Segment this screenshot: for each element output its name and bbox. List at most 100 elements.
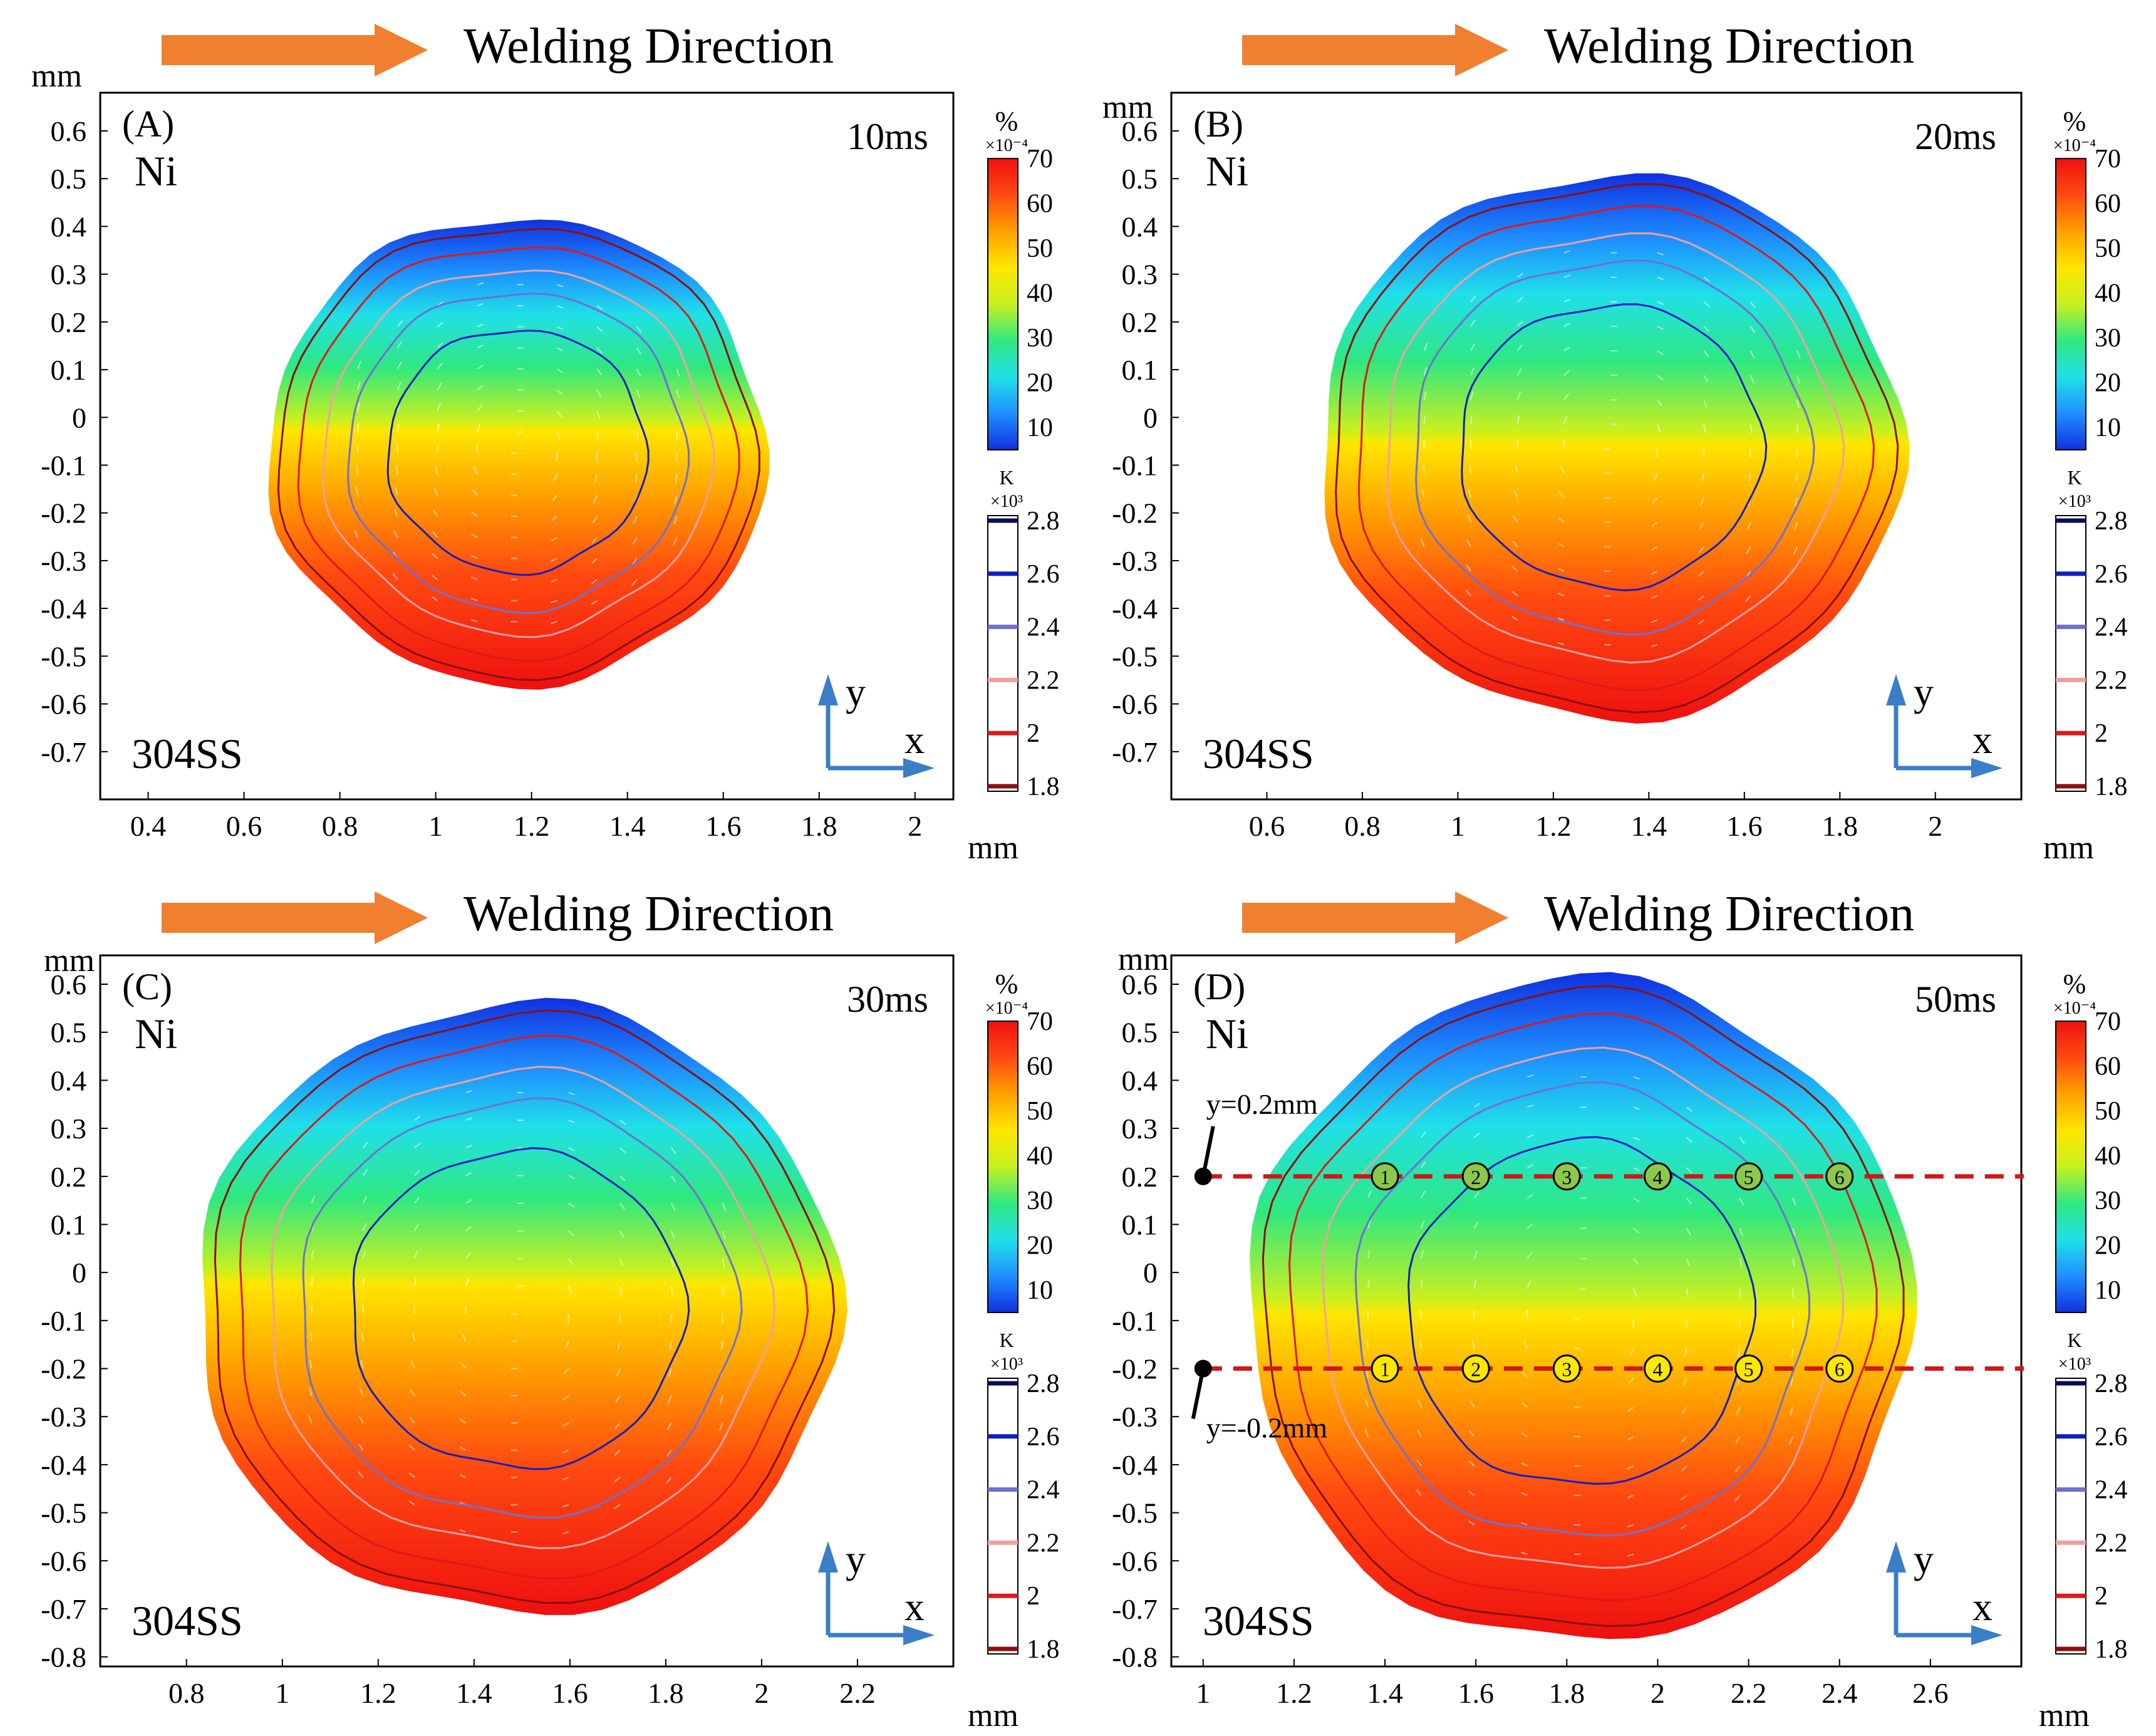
colorbar-multiplier: ×10³ bbox=[990, 1354, 1023, 1374]
x-tick-label: 1.6 bbox=[1726, 810, 1763, 842]
y-tick-label: 0.1 bbox=[1122, 1208, 1158, 1240]
welding-direction-arrow bbox=[162, 891, 428, 944]
x-tick-label: 2.2 bbox=[839, 1677, 876, 1709]
isotherm-2600K bbox=[1461, 303, 1768, 591]
y-tick-label: -0.2 bbox=[41, 497, 86, 529]
isotherm-2200K bbox=[1321, 1046, 1844, 1569]
colorbar-tick-label: 50 bbox=[1027, 234, 1053, 263]
svg-text:x: x bbox=[1972, 717, 1993, 762]
y-tick-label: -0.5 bbox=[1112, 640, 1158, 672]
y-axis: 0.6 0.5 0.4 0.3 0.2 0.1 0 -0.1 -0.2 -0.3 -0.4 -0.5 -… bbox=[41, 969, 108, 1673]
weld-pool-concentration-field bbox=[268, 219, 770, 690]
colorbar-multiplier: ×10³ bbox=[2058, 1354, 2091, 1374]
x-axis-unit: mm bbox=[2039, 1698, 2090, 1733]
material-bottom-label: 304SS bbox=[132, 1597, 243, 1645]
colorbar-tick-label: 2.2 bbox=[1027, 1529, 1060, 1557]
sample-point-marker bbox=[1461, 1162, 1490, 1191]
sample-point-label: 4 bbox=[1652, 1166, 1662, 1188]
y-tick-label: -0.7 bbox=[1112, 736, 1158, 768]
material-top-label: Ni bbox=[1206, 147, 1248, 195]
x-tick-label: 1 bbox=[275, 1677, 289, 1709]
colorbar-tick-label: 2.4 bbox=[2095, 1476, 2128, 1505]
material-bottom-label: 304SS bbox=[132, 730, 243, 777]
colorbar-tick-label: 30 bbox=[2095, 1187, 2121, 1215]
isotherm-2400K bbox=[347, 293, 690, 615]
y-tick-label: -0.6 bbox=[1112, 689, 1158, 720]
isotherm-contours bbox=[1335, 183, 1899, 714]
isotherm-2400K bbox=[1415, 259, 1815, 636]
sample-point-label: 5 bbox=[1744, 1166, 1754, 1188]
colorbar-tick-label: 40 bbox=[2095, 1142, 2121, 1171]
colorbar-tick-label: 40 bbox=[1027, 1142, 1053, 1171]
y-tick-label: 0.1 bbox=[51, 354, 87, 386]
y-axis: 0.6 0.5 0.4 0.3 0.2 0.1 0 -0.1 -0.2 -0.3 -0.4 -0.5 -… bbox=[1112, 969, 1179, 1673]
isotherm-2200K bbox=[271, 1066, 776, 1549]
colorbar-unit: K bbox=[2067, 1329, 2081, 1351]
colorbar-tick-label: 2 bbox=[2095, 719, 2108, 748]
y-tick-label: -0.4 bbox=[1112, 593, 1158, 625]
colorbar-tick-label: 2.8 bbox=[2095, 507, 2128, 536]
panel-c: Welding Direction 0.8 1 1.2 1.4 1.6 1.8 2 2.2 0.6… bbox=[41, 886, 1059, 1733]
x-axis-unit: mm bbox=[968, 1698, 1018, 1733]
colorbar-tick-label: 2.4 bbox=[2095, 613, 2128, 642]
y-tick-label: -0.5 bbox=[41, 1497, 86, 1529]
colorbar-unit: K bbox=[2067, 466, 2081, 489]
isotherm-contours bbox=[1262, 985, 1905, 1628]
colorbar-tick-label: 20 bbox=[2095, 369, 2121, 398]
y-tick-label: 0.1 bbox=[51, 1208, 87, 1240]
y-tick-label: -0.1 bbox=[1112, 1305, 1158, 1337]
material-bottom-label: 304SS bbox=[1203, 1597, 1314, 1645]
colorbar-unit: % bbox=[2063, 969, 2086, 999]
colorbar-tick-label: 70 bbox=[2095, 145, 2121, 174]
y-tick-label: 0.4 bbox=[51, 1064, 87, 1096]
colorbar-multiplier: ×10³ bbox=[2058, 492, 2091, 511]
y-tick-label: 0.6 bbox=[1122, 115, 1158, 147]
sample-point-marker bbox=[1734, 1162, 1763, 1191]
x-tick-label: 2.4 bbox=[1822, 1677, 1858, 1709]
y-tick-label: 0 bbox=[72, 1257, 86, 1289]
colorbar-tick-label: 2.2 bbox=[1027, 666, 1060, 695]
sample-point-label: 5 bbox=[1744, 1358, 1754, 1381]
sample-point-label: 6 bbox=[1835, 1166, 1845, 1188]
x-tick-label: 1.8 bbox=[648, 1677, 684, 1709]
welding-direction-arrow bbox=[1242, 24, 1508, 76]
colorbar-tick-label: 2 bbox=[1027, 719, 1040, 748]
sample-point-label: 3 bbox=[1562, 1358, 1572, 1381]
y-axis-unit: mm bbox=[44, 943, 95, 979]
isotherm-1800K bbox=[1335, 183, 1899, 714]
x-tick-label: 1.6 bbox=[1458, 1677, 1494, 1709]
colorbar-tick-label: 20 bbox=[2095, 1232, 2121, 1260]
concentration-colorbar: %×10⁻⁴70 60 50 40 30 20 10 bbox=[985, 106, 1053, 450]
panel-title: Welding Direction bbox=[1544, 886, 1914, 942]
x-axis: 0.8 1 1.2 1.4 1.6 1.8 2 2.2 bbox=[168, 1659, 876, 1709]
y-tick-label: 0.3 bbox=[1122, 1113, 1158, 1145]
time-label: 50ms bbox=[1915, 979, 1996, 1020]
colorbar-unit: % bbox=[995, 969, 1018, 999]
panel-a: Welding Direction 0.4 0.6 0.8 1 1.2 1.4 1.6 1.8 2… bbox=[31, 19, 1060, 866]
x-tick-label: 0.8 bbox=[168, 1677, 205, 1709]
x-tick-label: 2 bbox=[1651, 1677, 1665, 1709]
sample-point-label: 1 bbox=[1380, 1166, 1390, 1188]
y-tick-label: -0.2 bbox=[1112, 1353, 1158, 1385]
x-tick-label: 2.2 bbox=[1731, 1677, 1767, 1709]
panel-letter: (D) bbox=[1193, 966, 1245, 1007]
y-tick-label: 0.4 bbox=[1122, 211, 1158, 242]
colorbar-tick-label: 40 bbox=[2095, 279, 2121, 308]
colorbar-multiplier: ×10⁻⁴ bbox=[985, 999, 1028, 1018]
time-label: 20ms bbox=[1915, 116, 1996, 157]
colorbar-tick-label: 2.2 bbox=[2095, 1529, 2128, 1557]
x-tick-label: 1.8 bbox=[1549, 1677, 1585, 1709]
y-tick-label: -0.1 bbox=[1112, 449, 1158, 481]
svg-text:y: y bbox=[1914, 1537, 1934, 1581]
y-tick-label: 0.6 bbox=[1122, 969, 1158, 1001]
y-tick-label: -0.2 bbox=[1112, 497, 1158, 529]
y-tick-label: 0.2 bbox=[51, 306, 87, 338]
sample-point-label: 2 bbox=[1471, 1166, 1481, 1188]
x-axis: 0.4 0.6 0.8 1 1.2 1.4 1.6 1.8 2 bbox=[130, 792, 922, 842]
isotherm-2600K bbox=[1407, 1136, 1757, 1485]
x-tick-label: 2 bbox=[908, 810, 922, 842]
svg-text:x: x bbox=[1972, 1584, 1993, 1629]
x-tick-label: 1.2 bbox=[1276, 1677, 1312, 1709]
